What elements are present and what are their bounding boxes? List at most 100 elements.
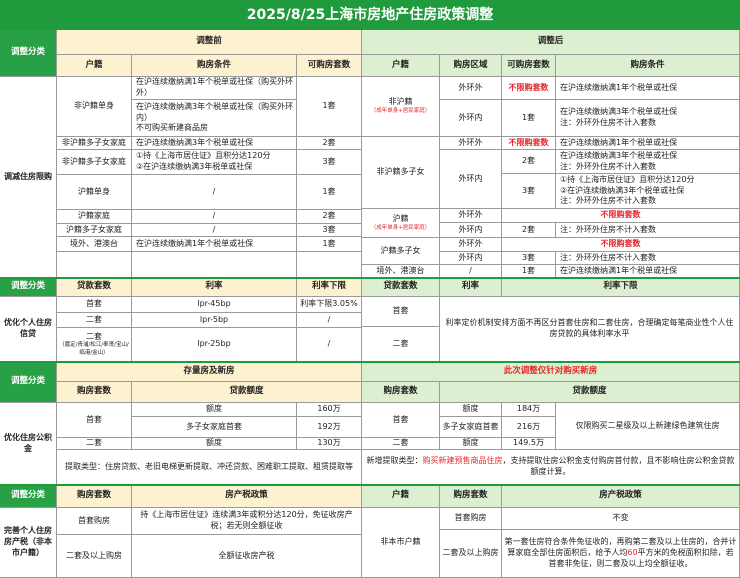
after-title: 调整后 xyxy=(362,30,740,55)
count-cell: 2套 xyxy=(502,223,556,238)
hukou-cell: 沪籍家庭 xyxy=(57,210,132,224)
hukou-cell-text: 沪籍多子女 xyxy=(380,245,421,255)
col-header-text: 利率下限 xyxy=(603,281,638,292)
policy-text: 全额征收房产税 xyxy=(132,535,362,578)
col-header: 户籍 xyxy=(362,485,440,508)
count-cell: 首套 xyxy=(362,403,440,438)
col-header-text: 购房套数 xyxy=(76,386,111,397)
hukou-cell-text: 非沪籍单身 xyxy=(74,101,114,111)
count-cell: 2套 xyxy=(297,137,362,150)
condition-cell-text: 不可购买新建商品房 xyxy=(136,123,208,133)
count-cell: 不限购套数 xyxy=(502,238,740,252)
floor-cell: 利率下限3.05% xyxy=(297,297,362,313)
col-header: 利率下限 xyxy=(502,278,740,297)
count-cell-text: 首套 xyxy=(86,414,102,424)
count-cell: 3套 xyxy=(502,252,556,265)
count-cell-text: 不限购套数 xyxy=(600,210,641,220)
count-cell-text: 首套 xyxy=(392,414,409,424)
quota-label-text: 额度 xyxy=(206,404,222,414)
condition-cell: ①持《上海市居住证》且积分达120分 ②在沪连续缴纳满3年个税单或社保 注：外环外住… xyxy=(556,174,740,209)
rate-cell: lpr-25bp xyxy=(132,328,297,362)
quota-value-text: 192万 xyxy=(317,421,341,431)
quota-label: 多子女家庭首套 xyxy=(132,417,297,438)
condition-cell: / xyxy=(132,210,297,224)
before-title-text: 存量房及新房 xyxy=(183,365,235,376)
count-cell: 3套 xyxy=(297,224,362,237)
count-cell-text: 二套及以上购房 xyxy=(66,550,122,560)
withdraw-text-text: ，支持提取住房公积金支付购房首付款，且不影响住房公积金贷款额度计算。 xyxy=(502,456,735,476)
loan-count-text: 二套 xyxy=(392,338,409,348)
category-label-text: 调减住房限购 xyxy=(4,171,52,181)
col-header-text: 贷款额度 xyxy=(229,386,264,397)
condition-cell-text: 注：外环外住房不计入套数 xyxy=(560,224,656,234)
count-cell-text: 不限购套数 xyxy=(508,137,549,147)
quota-label-text: 额度 xyxy=(206,438,222,448)
condition-cell-text: 注：外环外住房不计入套数 xyxy=(560,252,656,262)
quota-label: 额度 xyxy=(440,403,502,417)
count-cell-text: 3套 xyxy=(322,224,336,234)
col-header: 购房套数 xyxy=(57,485,132,508)
count-cell: 1套 xyxy=(297,175,362,210)
rate-cell: lpr-5bp xyxy=(132,313,297,328)
count-cell-text: 1套 xyxy=(322,186,336,196)
condition-cell-text: 注：外环外住房不计入套数 xyxy=(560,196,656,206)
col-header-text: 户籍 xyxy=(85,59,103,70)
hukou-cell-text: 沪籍单身 xyxy=(78,186,110,196)
quota-value: 184万 xyxy=(502,403,556,417)
col-header: 房产税政策 xyxy=(132,485,362,508)
region-cell: 外环外 xyxy=(440,209,502,223)
hukou-cell-text: 境外、港澳台 xyxy=(70,238,118,248)
category-header-text: 调整分类 xyxy=(10,490,45,501)
hukou-note: （成年单身+居民家庭） xyxy=(370,224,431,231)
condition-cell-text: ②在沪连续缴纳满3年个税单或社保 xyxy=(560,185,685,195)
floor-cell-text: / xyxy=(327,314,331,324)
count-cell-text: 2套 xyxy=(521,224,536,234)
policy-text-text: 持《上海市居住证》连续满3年或积分达120分，免征收房产税；若无则全额征收 xyxy=(140,510,353,530)
condition-cell-text: 在沪连续缴纳满1年个税单或社保（购买外环外） xyxy=(136,77,294,97)
col-header-text: 购房区域 xyxy=(453,59,488,70)
limit-text-text: 仅限购买二星级及以上新建绿色建筑住房 xyxy=(575,420,720,430)
loan-count: 二套 xyxy=(362,327,440,362)
count-cell-text: 二套 xyxy=(86,438,102,448)
rate-text: 利率定价机制安排方面不再区分首套住房和二套住房，合理确定每笔商业性个人住房贷款的… xyxy=(440,297,740,362)
col-header: 户籍 xyxy=(57,55,132,77)
floor-cell: / xyxy=(297,328,362,362)
condition-cell: 在沪连续缴纳满1年个税单或社保 xyxy=(132,237,297,252)
condition-cell-text: 在沪连续缴纳满1年个税单或社保 xyxy=(136,238,254,248)
quota-value: 216万 xyxy=(502,417,556,438)
condition-cell-text: 在沪连续缴纳满3年个税单或社保（购买外环内） xyxy=(136,101,294,122)
hukou-cell: 境外、港澳台 xyxy=(57,237,132,252)
count-cell: 1套 xyxy=(297,77,362,137)
hukou-cell-text: 沪籍家庭 xyxy=(78,211,110,221)
hukou-note: （成年单身+居民家庭） xyxy=(370,108,431,115)
col-header-text: 利率 xyxy=(461,281,479,292)
after-title-text: 调整后 xyxy=(537,36,564,47)
count-cell-text: 2套 xyxy=(322,137,336,147)
quota-value: 149.5万 xyxy=(502,438,556,450)
col-header: 贷款套数 xyxy=(57,278,132,297)
condition-cell-text: 在沪连续缴纳满1年个税单或社保 xyxy=(560,265,678,275)
col-header-text: 购房套数 xyxy=(76,490,111,501)
count-cell: 首套 xyxy=(57,403,132,438)
quota-value-text: 216万 xyxy=(516,421,541,431)
policy-text-text: 不变 xyxy=(612,513,629,523)
district-note: （嘉定/青浦/松江/奉贤/宝山/临港/金山） xyxy=(59,342,129,356)
col-header-text: 购房套数 xyxy=(383,386,418,397)
rate-text-text: 利率定价机制安排方面不再区分首套住房和二套住房，合理确定每笔商业性个人住房贷款的… xyxy=(445,318,734,338)
col-header-text: 房产税政策 xyxy=(599,490,642,501)
condition-cell: 在沪连续缴纳满1年个税单或社保（购买外环外） xyxy=(132,77,297,100)
count-cell: 3套 xyxy=(502,174,556,209)
count-cell: 二套 xyxy=(57,438,132,450)
category-header: 调整分类 xyxy=(0,485,57,508)
region-cell-text: 外环外 xyxy=(458,210,483,220)
col-header-text: 房产税政策 xyxy=(225,490,268,501)
condition-cell: 在沪连续缴纳满3年个税单或社保 注：外环外住房不计入套数 xyxy=(556,100,740,137)
rate-cell: lpr-45bp xyxy=(132,297,297,313)
region-cell: 外环内 xyxy=(440,100,502,137)
policy-text: 持《上海市居住证》连续满3年或积分达120分，免征收房产税；若无则全额征收 xyxy=(132,508,362,535)
category-header-text: 调整分类 xyxy=(10,376,45,387)
category-label: 优化个人住房信贷 xyxy=(0,297,57,362)
category-label: 调减住房限购 xyxy=(0,77,57,278)
condition-cell-text: 在沪连续缴纳满3年个税单或社保 xyxy=(560,107,678,117)
